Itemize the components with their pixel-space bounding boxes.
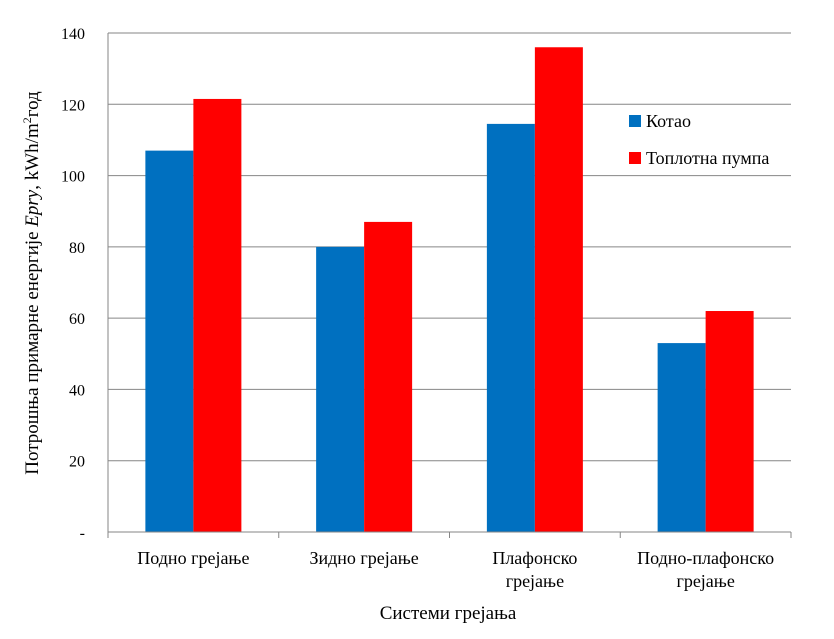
x-tick-label: Подно грејање <box>137 548 249 568</box>
legend-swatch <box>629 115 641 127</box>
bar <box>316 246 365 532</box>
legend-swatch <box>629 152 641 164</box>
x-axis-title: Системи грејања <box>380 603 517 624</box>
bar <box>145 150 194 532</box>
bar <box>705 311 754 532</box>
bar <box>534 47 583 532</box>
y-tick-label: 80 <box>69 240 85 257</box>
y-tick-label: 60 <box>69 311 85 328</box>
y-axis-title: Потрошња примарне енергије Eprу, kWh/m2г… <box>20 91 43 475</box>
y-tick-label: 120 <box>61 97 85 114</box>
y-tick-labels: - 20 40 60 80 100 120 140 <box>61 26 85 542</box>
legend-label: Котао <box>646 111 691 131</box>
bar <box>657 343 706 532</box>
bars <box>145 47 754 533</box>
x-tick-label: Подно-плафонско грејање <box>637 548 774 591</box>
x-tick-label: Плафонско грејање <box>492 548 577 591</box>
bar <box>486 123 535 532</box>
x-tick-labels: Подно грејање Зидно грејање Плафонско греја… <box>107 532 792 591</box>
y-tick-label: 40 <box>69 382 85 399</box>
y-tick-label: 140 <box>61 26 85 43</box>
y-tick-label: 100 <box>61 169 85 186</box>
legend: Котао Топлотна пумпа <box>629 111 769 168</box>
legend-label: Топлотна пумпа <box>646 148 769 168</box>
x-tick-label: Зидно грејање <box>309 548 418 568</box>
bar <box>364 221 413 532</box>
y-tick-label: - <box>80 525 85 542</box>
y-tick-label: 20 <box>69 454 85 471</box>
bar <box>193 98 242 533</box>
